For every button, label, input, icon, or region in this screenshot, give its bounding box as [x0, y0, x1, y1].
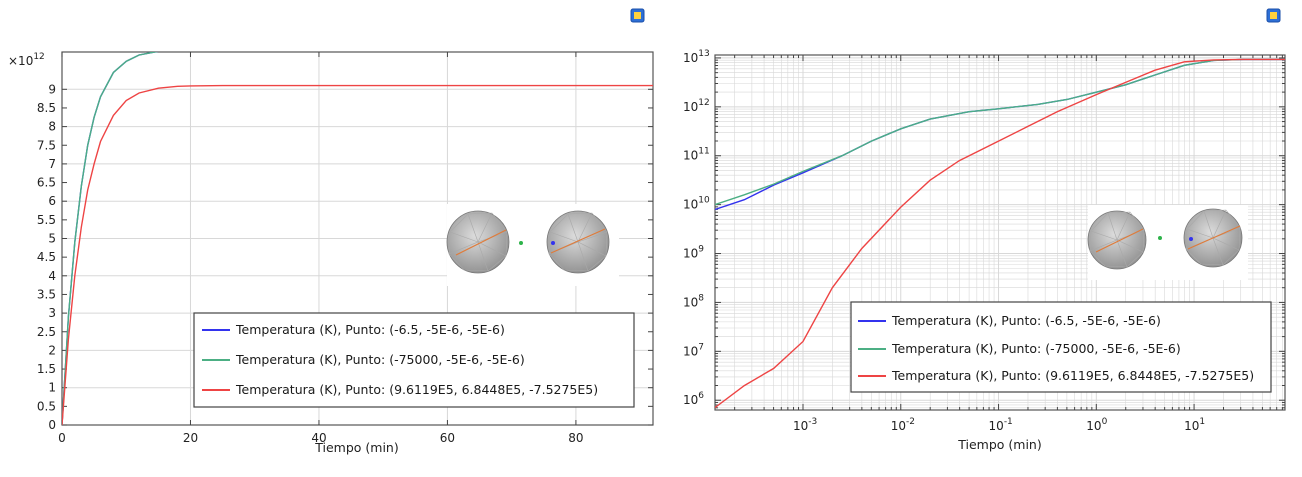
y-tick-label: 1013: [683, 49, 710, 65]
series-line-1: [715, 58, 1285, 211]
x-tick-label: 10-1: [989, 417, 1013, 433]
legend-item-3: Temperatura (K), Punto: (9.6119E5, 6.844…: [202, 382, 598, 397]
legend: Temperatura (K), Punto: (-6.5, -5E-6, -5…: [850, 301, 1272, 393]
x-tick-label: 100: [1086, 417, 1107, 433]
y-tick-label: 1: [48, 381, 56, 395]
legend-label: Temperatura (K), Punto: (-6.5, -5E-6, -5…: [235, 322, 505, 337]
y-tick-label: 1.5: [37, 362, 56, 376]
y-tick-label: 4: [48, 269, 56, 283]
inset-geometry: [1087, 205, 1248, 280]
sphere-right: [1183, 208, 1243, 268]
legend-label: Temperatura (K), Punto: (-6.5, -5E-6, -5…: [891, 313, 1161, 328]
legend-label: Temperatura (K), Punto: (9.6119E5, 6.844…: [891, 368, 1254, 383]
x-tick-label: 40: [311, 431, 326, 445]
sphere-left: [1087, 210, 1147, 270]
series-line-3: [715, 58, 1285, 409]
y-tick-label: 0: [48, 418, 56, 432]
y-tick-label: 0.5: [37, 399, 56, 413]
y-tick-label: 7.5: [37, 138, 56, 152]
window-icon[interactable]: [630, 8, 645, 23]
y-tick-label: 1010: [683, 196, 710, 212]
y-tick-label: 6: [48, 194, 56, 208]
legend-item-2: Temperatura (K), Punto: (-75000, -5E-6, …: [202, 352, 525, 367]
y-tick-label: 5.5: [37, 213, 56, 227]
y-tick-label: 106: [683, 391, 704, 407]
y-tick-label: 3.5: [37, 287, 56, 301]
y-tick-label: 4.5: [37, 250, 56, 264]
sphere-left: [446, 210, 510, 274]
left-chart: 0 0.5 1 1.5 2 2.5 3 3.5 4 4.5 5 5.5 6 6.5 7 7.5 8 8.5 9 0 20…: [8, 51, 654, 455]
plot-frame: [714, 54, 1286, 411]
series-line-3: [62, 84, 653, 425]
y-tick-label: 109: [683, 245, 704, 261]
series-line-2: [715, 58, 1285, 206]
y-tick-label: 1011: [683, 147, 710, 163]
y-tick-label: 108: [683, 293, 704, 309]
y-tick-label: 8.5: [37, 101, 56, 115]
right-chart: 106 107 108 109 1010 1011 1012 1013 10-3 10-2 10-1…: [683, 49, 1286, 452]
y-tick-label: 9: [48, 82, 56, 96]
y-multiplier: ×1012: [8, 52, 45, 68]
legend-item-3: Temperatura (K), Punto: (9.6119E5, 6.844…: [858, 368, 1254, 383]
x-tick-label: 0: [58, 431, 66, 445]
sphere-right: [546, 210, 610, 274]
center-point: [519, 241, 523, 245]
y-tick-label: 5: [48, 232, 56, 246]
x-axis-label: Tiempo (min): [314, 440, 398, 455]
x-tick-label: 80: [568, 431, 583, 445]
x-tick-label: 60: [440, 431, 455, 445]
x-axis-label: Tiempo (min): [957, 437, 1041, 452]
y-tick-label: 7: [48, 157, 56, 171]
legend-label: Temperatura (K), Punto: (-75000, -5E-6, …: [891, 341, 1181, 356]
x-tick-label: 10-3: [793, 417, 817, 433]
inset-geometry: [446, 204, 619, 286]
y-tick-label: 6.5: [37, 176, 56, 190]
legend-item-1: Temperatura (K), Punto: (-6.5, -5E-6, -5…: [202, 322, 505, 337]
series-lines: [715, 58, 1285, 409]
series-lines: [62, 52, 653, 425]
window-icon[interactable]: [1266, 8, 1281, 23]
y-tick-label: 107: [683, 342, 704, 358]
series-line-2: [62, 52, 159, 425]
x-tick-label: 101: [1184, 417, 1205, 433]
legend-label: Temperatura (K), Punto: (9.6119E5, 6.844…: [235, 382, 598, 397]
y-tick-label: 1012: [683, 98, 710, 114]
legend-label: Temperatura (K), Punto: (-75000, -5E-6, …: [235, 352, 525, 367]
center-point: [1158, 236, 1162, 240]
y-tick-label: 8: [48, 120, 56, 134]
legend-item-1: Temperatura (K), Punto: (-6.5, -5E-6, -5…: [858, 313, 1161, 328]
x-tick-label: 20: [183, 431, 198, 445]
y-tick-label: 3: [48, 306, 56, 320]
y-tick-label: 2: [48, 343, 56, 357]
y-tick-label: 2.5: [37, 325, 56, 339]
legend: Temperatura (K), Punto: (-6.5, -5E-6, -5…: [193, 312, 635, 408]
x-tick-label: 10-2: [891, 417, 915, 433]
legend-item-2: Temperatura (K), Punto: (-75000, -5E-6, …: [858, 341, 1181, 356]
